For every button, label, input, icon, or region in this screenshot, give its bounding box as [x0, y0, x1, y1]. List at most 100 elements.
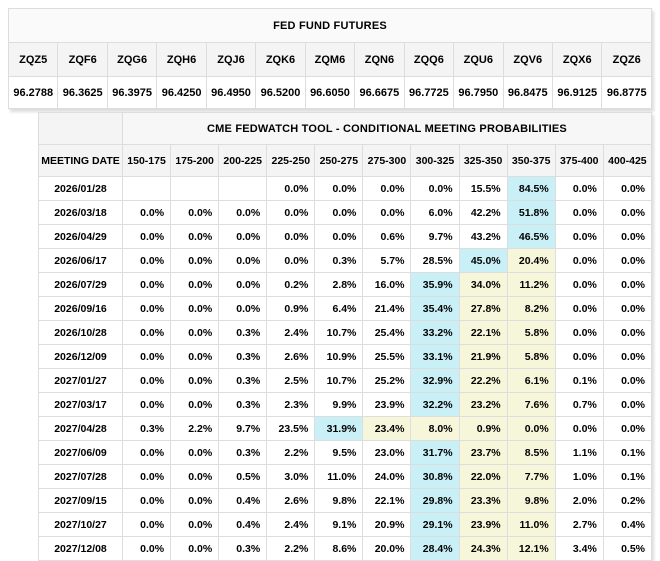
probability-cell: 20.9% — [362, 512, 412, 537]
probability-cell: 0.0% — [218, 200, 268, 225]
probability-cell: 0.0% — [170, 296, 220, 321]
meeting-date-cell: 2026/03/18 — [38, 200, 123, 225]
probability-cell: 2.5% — [266, 368, 316, 393]
rate-range-header: 250-275 — [314, 144, 364, 177]
probability-cell: 0.0% — [602, 272, 653, 297]
fedwatch-data-row: 2026/12/09 0.0% 0.0% 0.3% 2.6% 10.9% 25.5% 33.1… — [38, 344, 653, 369]
probability-cell: 32.9% — [410, 368, 460, 393]
probability-cell: 8.2% — [506, 296, 556, 321]
rate-range-header: 275-300 — [362, 144, 412, 177]
probability-cell: 0.0% — [602, 200, 653, 225]
fedwatch-data-row: 2026/07/29 0.0% 0.0% 0.0% 0.2% 2.8% 16.0% 35.9%… — [38, 272, 653, 297]
probability-cell: 0.0% — [170, 440, 220, 465]
probability-cell: 0.0% — [554, 416, 604, 441]
fedwatch-data-row: 2027/12/08 0.0% 0.0% 0.3% 2.2% 8.6% 20.0% 28.4%… — [38, 536, 653, 561]
probability-cell: 22.1% — [362, 488, 412, 513]
meeting-date-cell: 2027/10/27 — [38, 512, 123, 537]
probability-cell: 0.0% — [554, 224, 604, 249]
fedwatch-data-row: 2026/04/29 0.0% 0.0% 0.0% 0.0% 0.0% 0.6% 9.7% 43… — [38, 224, 653, 249]
meeting-date-cell: 2027/04/28 — [38, 416, 123, 441]
probability-cell: 0.3% — [121, 416, 172, 441]
probability-cell: 0.0% — [121, 248, 172, 273]
probability-cell: 29.1% — [410, 512, 460, 537]
probability-cell: 34.0% — [458, 272, 508, 297]
probability-cell: 0.9% — [458, 416, 508, 441]
probability-cell: 0.3% — [218, 536, 268, 561]
futures-price-cell: 96.9125 — [551, 76, 603, 109]
fed-fund-futures-table: FED FUND FUTURES ZQZ5 ZQF6 ZQG6 ZQH6 ZQJ6 ZQK… — [7, 8, 652, 109]
probability-cell: 2.6% — [266, 488, 316, 513]
meeting-date-column-header: MEETING DATE — [38, 144, 123, 177]
probability-cell: 22.1% — [458, 320, 508, 345]
probability-cell: 0.7% — [554, 392, 604, 417]
futures-price-cell: 96.4950 — [205, 76, 257, 109]
probability-cell: 42.2% — [458, 200, 508, 225]
probability-cell: 0.0% — [314, 176, 364, 201]
probability-cell: 9.8% — [314, 488, 364, 513]
meeting-date-cell: 2026/04/29 — [38, 224, 123, 249]
probability-cell: 21.9% — [458, 344, 508, 369]
meeting-date-cell: 2026/01/28 — [38, 176, 123, 201]
probability-cell: 0.0% — [602, 224, 653, 249]
rate-range-header: 175-200 — [170, 144, 220, 177]
probability-cell: 31.9% — [314, 416, 364, 441]
probability-cell: 10.9% — [314, 344, 364, 369]
futures-contract-header: ZQK6 — [255, 42, 306, 77]
probability-cell: 0.0% — [121, 488, 172, 513]
probability-cell: 0.0% — [266, 224, 316, 249]
probability-cell: 2.7% — [554, 512, 604, 537]
probability-cell: 0.5% — [218, 464, 268, 489]
fedwatch-table-title: CME FEDWATCH TOOL - CONDITIONAL MEETING … — [122, 112, 652, 145]
probability-cell: 25.4% — [362, 320, 412, 345]
probability-cell: 0.2% — [602, 488, 653, 513]
probability-cell: 0.6% — [362, 224, 412, 249]
meeting-date-cell: 2026/10/28 — [38, 320, 123, 345]
fedwatch-data-row: 2026/09/16 0.0% 0.0% 0.0% 0.9% 6.4% 21.4% 35.4%… — [38, 296, 653, 321]
probability-cell: 5.8% — [506, 320, 556, 345]
meeting-date-cell: 2027/09/15 — [38, 488, 123, 513]
probability-cell: 0.0% — [602, 248, 653, 273]
futures-contract-header: ZQU6 — [453, 42, 504, 77]
meeting-date-cell: 2027/06/09 — [38, 440, 123, 465]
probability-cell: 0.0% — [170, 320, 220, 345]
probability-cell: 24.0% — [362, 464, 412, 489]
probability-cell: 30.8% — [410, 464, 460, 489]
probability-cell: 0.0% — [121, 536, 172, 561]
probability-cell: 0.0% — [121, 512, 172, 537]
futures-price-cell: 96.3975 — [106, 76, 158, 109]
probability-cell: 35.4% — [410, 296, 460, 321]
probability-cell: 2.4% — [266, 320, 316, 345]
probability-cell: 23.3% — [458, 488, 508, 513]
probability-cell: 2.6% — [266, 344, 316, 369]
probability-cell: 21.4% — [362, 296, 412, 321]
probability-cell: 3.0% — [266, 464, 316, 489]
probability-cell: 0.1% — [554, 368, 604, 393]
probability-cell: 0.0% — [602, 320, 653, 345]
meeting-date-cell: 2026/07/29 — [38, 272, 123, 297]
futures-contract-header: ZQN6 — [354, 42, 405, 77]
probability-cell: 0.0% — [170, 344, 220, 369]
futures-prices-row: 96.2788 96.3625 96.3975 96.4250 96.4950 96.52… — [7, 76, 652, 109]
probability-cell: 0.0% — [554, 272, 604, 297]
probability-cell: 0.0% — [554, 296, 604, 321]
meeting-date-cell: 2027/07/28 — [38, 464, 123, 489]
probability-cell: 0.0% — [170, 224, 220, 249]
probability-cell: 0.0% — [170, 392, 220, 417]
meeting-date-cell: 2027/03/17 — [38, 392, 123, 417]
futures-contract-header: ZQQ6 — [403, 42, 455, 77]
probability-cell: 11.0% — [506, 512, 556, 537]
probability-cell: 28.5% — [410, 248, 460, 273]
probability-cell: 0.0% — [121, 272, 172, 297]
probability-cell: 2.3% — [266, 392, 316, 417]
fedwatch-data-row: 2026/10/28 0.0% 0.0% 0.3% 2.4% 10.7% 25.4% 33.2… — [38, 320, 653, 345]
fedwatch-title-row: CME FEDWATCH TOOL - CONDITIONAL MEETING … — [38, 112, 652, 145]
futures-contract-header: ZQZ6 — [601, 42, 652, 77]
probability-cell: 8.0% — [410, 416, 460, 441]
probability-cell: 11.2% — [506, 272, 556, 297]
probability-cell: 0.0% — [602, 368, 653, 393]
fedwatch-corner-cell — [38, 112, 123, 145]
probability-cell: 0.0% — [218, 296, 268, 321]
probability-cell: 0.0% — [602, 176, 653, 201]
fedwatch-data-row: 2027/04/28 0.3% 2.2% 9.7% 23.5% 31.9% 23.4% 8.0… — [38, 416, 653, 441]
probability-cell — [218, 176, 268, 201]
